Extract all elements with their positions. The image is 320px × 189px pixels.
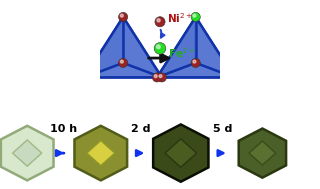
Circle shape	[191, 58, 200, 67]
Circle shape	[154, 43, 166, 54]
Polygon shape	[84, 63, 162, 77]
Polygon shape	[196, 17, 234, 77]
Polygon shape	[87, 141, 115, 166]
Text: Fe$^{2+}$: Fe$^{2+}$	[168, 46, 196, 60]
Polygon shape	[84, 17, 123, 77]
Circle shape	[120, 60, 123, 63]
Circle shape	[232, 75, 235, 78]
Polygon shape	[123, 17, 162, 77]
Polygon shape	[165, 139, 196, 167]
Circle shape	[118, 58, 128, 67]
Text: 2 d: 2 d	[131, 124, 150, 134]
Polygon shape	[153, 124, 208, 182]
Polygon shape	[239, 129, 286, 178]
Circle shape	[120, 14, 123, 17]
Text: 5 d: 5 d	[213, 124, 232, 134]
Polygon shape	[12, 140, 42, 166]
Circle shape	[82, 75, 84, 78]
Circle shape	[230, 73, 239, 82]
Polygon shape	[1, 126, 53, 180]
Circle shape	[193, 14, 196, 17]
Circle shape	[159, 75, 162, 78]
Circle shape	[191, 12, 200, 22]
Polygon shape	[249, 141, 276, 165]
Circle shape	[155, 17, 165, 27]
Polygon shape	[75, 126, 127, 180]
Text: Ni$^{2+}$: Ni$^{2+}$	[167, 11, 192, 25]
Polygon shape	[157, 17, 196, 77]
Circle shape	[193, 60, 196, 63]
Polygon shape	[157, 17, 234, 77]
Circle shape	[154, 75, 157, 78]
Circle shape	[157, 73, 166, 82]
Circle shape	[80, 73, 89, 82]
Text: 10 h: 10 h	[51, 124, 77, 134]
Circle shape	[157, 19, 160, 22]
Polygon shape	[157, 63, 234, 77]
Polygon shape	[84, 17, 162, 77]
Circle shape	[152, 73, 162, 82]
Circle shape	[156, 45, 160, 49]
Circle shape	[118, 12, 128, 22]
